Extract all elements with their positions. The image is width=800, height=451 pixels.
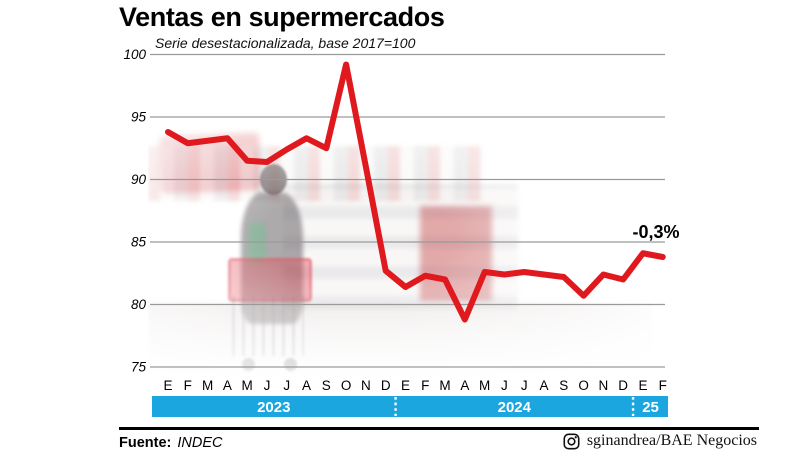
x-axis-month-label: A	[302, 378, 311, 393]
x-axis-month-label: F	[421, 378, 429, 393]
source-value: INDEC	[177, 435, 223, 451]
x-axis-month-label: D	[618, 378, 628, 393]
background-photo	[148, 118, 653, 380]
x-axis-month-label: E	[401, 378, 410, 393]
year-bar-segment	[633, 396, 668, 417]
y-axis-label: 100	[123, 47, 146, 62]
y-axis-label: 75	[131, 360, 147, 375]
page-title: Ventas en supermercados	[119, 2, 445, 32]
footer-divider	[119, 427, 759, 430]
year-label: 2024	[498, 399, 532, 416]
year-bar-segment	[152, 396, 396, 417]
x-axis-month-label: J	[501, 378, 508, 393]
x-axis-month-label: F	[184, 378, 192, 393]
year-bar-segment	[395, 396, 634, 417]
sales-line	[165, 61, 666, 323]
x-axis-month-label: A	[460, 378, 469, 393]
x-axis-month-label: O	[341, 378, 352, 393]
x-axis-month-label: S	[322, 378, 331, 393]
x-axis-month-label: F	[659, 378, 667, 393]
x-axis-month-label: J	[521, 378, 528, 393]
x-axis-month-label: J	[283, 378, 290, 393]
year-label: 25	[642, 399, 659, 416]
credit-text: sginandrea/BAE Negocios	[586, 432, 757, 449]
last-value-annotation: -0,3%	[632, 222, 679, 242]
x-axis-month-label: N	[361, 378, 371, 393]
photo-fade-overlay	[148, 118, 653, 380]
x-axis-month-label: D	[381, 378, 391, 393]
instagram-icon	[563, 432, 580, 450]
x-axis-month-label: A	[540, 378, 549, 393]
x-axis-month-label: M	[242, 378, 253, 393]
x-axis-month-label: S	[559, 378, 568, 393]
source-note: Fuente: INDEC	[119, 435, 222, 451]
x-axis-month-label: E	[638, 378, 647, 393]
y-axis-label: 90	[131, 172, 147, 187]
x-axis-month-label: J	[264, 378, 271, 393]
source-label: Fuente:	[119, 435, 172, 451]
y-axis-label: 95	[131, 110, 147, 125]
x-axis-month-label: M	[439, 378, 450, 393]
x-axis-month-label: E	[163, 378, 172, 393]
x-axis-month-label: O	[578, 378, 589, 393]
y-axis-label: 85	[131, 235, 147, 250]
chart-subtitle: Serie desestacionalizada, base 2017=100	[155, 35, 416, 51]
x-axis-month-label: M	[479, 378, 490, 393]
credit-block: sginandrea/BAE Negocios	[563, 432, 757, 450]
x-axis-month-label: N	[599, 378, 609, 393]
year-label: 2023	[257, 399, 290, 416]
x-axis-month-label: M	[202, 378, 213, 393]
x-axis-month-label: A	[223, 378, 232, 393]
y-axis-label: 80	[131, 297, 147, 312]
